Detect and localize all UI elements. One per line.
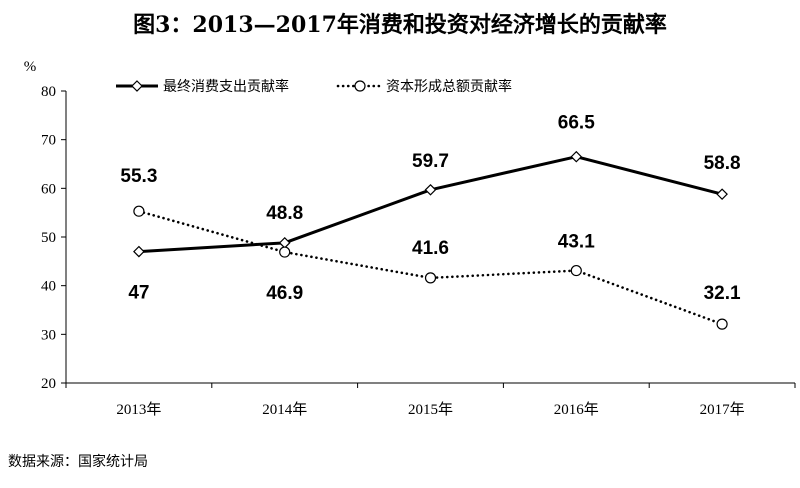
y-tick-label: 70 <box>41 133 56 149</box>
data-label: 58.8 <box>704 153 741 174</box>
y-tick-label: 60 <box>41 181 56 197</box>
diamond-marker <box>570 150 583 163</box>
axes: 20 30 40 50 60 70 80 2013年 2014年 2015年 2016年 2017年 <box>41 84 796 418</box>
circle-marker <box>570 264 582 277</box>
legend-circle-marker <box>354 80 366 92</box>
circle-marker <box>716 318 728 330</box>
y-tick-label: 40 <box>41 279 56 295</box>
x-tick-label: 2014年 <box>262 401 307 418</box>
source-note: 数据来源：国家统计局 <box>8 453 148 470</box>
data-label: 48.8 <box>266 203 303 224</box>
diamond-marker <box>278 236 291 249</box>
x-tick-label: 2016年 <box>554 401 599 418</box>
y-tick-label: 80 <box>41 84 56 100</box>
data-label: 66.5 <box>558 113 595 134</box>
data-label: 43.1 <box>558 232 595 253</box>
diamond-marker <box>133 245 145 258</box>
y-axis-unit: % <box>24 59 37 75</box>
data-label: 32.1 <box>704 283 741 304</box>
data-labels: 47 48.8 59.7 66.5 58.8 55.3 46.9 41.6 43.1 32.1 <box>120 113 741 304</box>
series-layer <box>133 150 728 330</box>
data-label: 59.7 <box>412 151 449 172</box>
legend: 最终消费支出贡献率 资本形成总额贡献率 <box>116 78 512 95</box>
circle-marker <box>133 205 145 217</box>
circle-marker <box>424 272 437 284</box>
x-tick-label: 2015年 <box>408 401 453 418</box>
diamond-marker <box>424 183 437 196</box>
y-tick-label: 50 <box>41 230 56 246</box>
y-tick-label: 20 <box>41 376 56 392</box>
y-tick-label: 30 <box>41 327 56 343</box>
data-label: 41.6 <box>412 238 449 259</box>
x-tick-label: 2017年 <box>700 401 745 418</box>
circle-marker <box>279 246 291 258</box>
data-label: 47 <box>128 283 149 304</box>
data-label: 46.9 <box>266 283 303 304</box>
legend-diamond-marker <box>131 80 143 92</box>
data-label: 55.3 <box>120 166 157 187</box>
legend-label-consumption: 最终消费支出贡献率 <box>163 78 289 95</box>
diamond-marker <box>716 188 728 201</box>
chart-title: 图3：2013—2017年消费和投资对经济增长的贡献率 <box>133 12 667 38</box>
series-line-2 <box>137 209 724 326</box>
x-tick-label: 2013年 <box>116 401 161 418</box>
legend-label-investment: 资本形成总额贡献率 <box>386 78 512 95</box>
